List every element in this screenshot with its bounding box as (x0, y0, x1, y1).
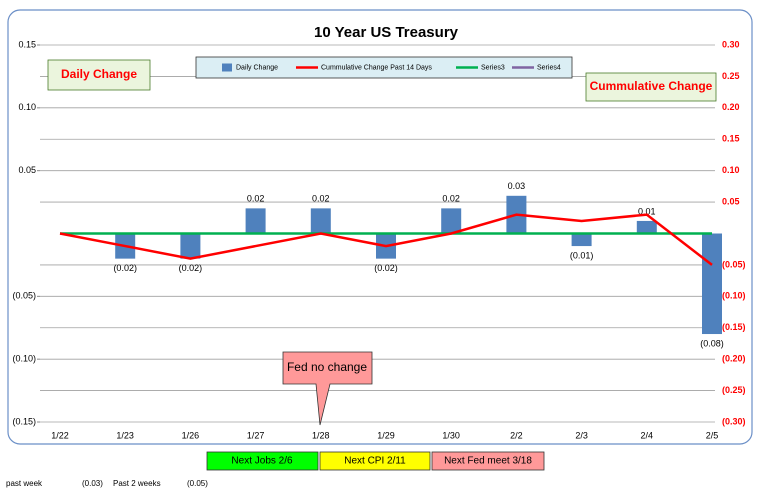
annotation-box (47, 59, 151, 91)
x-tick-label: 1/29 (377, 430, 395, 440)
bar (180, 233, 201, 259)
bar (571, 233, 592, 247)
bar (702, 233, 722, 335)
y-tick-label: 0.15 (18, 39, 36, 49)
data-label: (0.02) (179, 263, 203, 273)
x-tick-label: 2/3 (575, 430, 588, 440)
line (59, 213, 713, 266)
data-label: (0.01) (570, 250, 594, 260)
annotation: Cummulative Change (590, 79, 713, 93)
bar (441, 208, 462, 234)
legend-label: Series3 (481, 64, 505, 71)
y2-tick-label: 0.10 (722, 165, 740, 175)
chart-title: 10 Year US Treasury (314, 24, 459, 41)
annotation-box (431, 451, 545, 471)
x-tick-label: 1/30 (442, 430, 460, 440)
x-tick-label: 1/27 (247, 430, 265, 440)
x-tick-label: 1/26 (182, 430, 200, 440)
legend-swatch (222, 63, 232, 72)
y2-tick-label: 0.30 (722, 39, 740, 49)
grid (37, 44, 715, 423)
data-label: (0.02) (113, 263, 137, 273)
x-tick-label: 1/22 (51, 430, 69, 440)
x-tick-label: 1/23 (116, 430, 134, 440)
annotation-box (206, 451, 319, 471)
footer-text: Past 2 weeks (113, 479, 161, 488)
x-tick-label: 2/4 (641, 430, 654, 440)
legend-box (195, 56, 573, 79)
y-tick-label: 0.10 (18, 102, 36, 112)
footer-text: (0.03) (82, 479, 103, 488)
bar (310, 208, 331, 234)
marks: (0.02) (0.02) 0.02 0.02 (0.02) 0.02 0.03 (0.01)… (59, 181, 724, 348)
legend-label: Cummulative Change Past 14 Days (321, 64, 432, 71)
data-label: 0.02 (312, 194, 330, 204)
data-label: 0.03 (508, 181, 526, 191)
chart-frame (7, 9, 753, 445)
data-label: (0.02) (374, 263, 398, 273)
y-tick-label: (0.15) (12, 416, 36, 426)
y2-tick-label: 0.15 (722, 134, 740, 144)
y2-tick-label: (0.20) (722, 354, 746, 364)
data-label: 0.02 (442, 194, 460, 204)
y2-tick-label: (0.30) (722, 416, 746, 426)
legend-label: Daily Change (236, 64, 278, 71)
annotation-box (319, 451, 431, 471)
y2-tick-label: 0.25 (722, 71, 740, 81)
legend: Daily Change Cummulative Change Past 14 D… (222, 63, 561, 72)
annotation: Next Fed meet 3/18 (444, 456, 532, 467)
callout (282, 351, 373, 426)
annotation: Next CPI 2/11 (344, 456, 406, 467)
data-label: 0.01 (638, 206, 656, 216)
y2-tick-label: 0.20 (722, 102, 740, 112)
y2-tick-label: (0.05) (722, 259, 746, 269)
annotation: Fed no change (287, 360, 367, 374)
data-label: 0.02 (247, 194, 265, 204)
y-tick-label: (0.10) (12, 354, 36, 364)
y2-tick-label: (0.25) (722, 385, 746, 395)
y-tick-label: 0.05 (18, 165, 36, 175)
bar (245, 208, 266, 234)
y2-tick-label: 0.05 (722, 196, 740, 206)
y2-tick-label: (0.10) (722, 291, 746, 301)
annotation: Next Jobs 2/6 (231, 456, 293, 467)
annotation: Daily Change (61, 67, 137, 81)
bar (636, 220, 657, 234)
y2-tick-label: (0.15) (722, 322, 746, 332)
x-tick-label: 2/5 (706, 430, 719, 440)
x-tick-label: 1/28 (312, 430, 330, 440)
footer-text: past week (6, 479, 43, 488)
annotation-box (585, 72, 717, 102)
x-tick-label: 2/2 (510, 430, 523, 440)
legend-label: Series4 (537, 64, 561, 71)
y-tick-label: (0.05) (12, 291, 36, 301)
footer-text: (0.05) (187, 479, 208, 488)
data-label: (0.08) (700, 338, 724, 348)
